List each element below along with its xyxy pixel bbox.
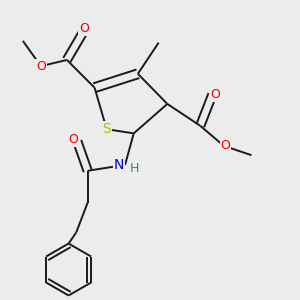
Text: H: H <box>130 162 140 175</box>
Text: O: O <box>36 60 46 73</box>
Text: O: O <box>68 133 78 146</box>
Text: O: O <box>220 139 230 152</box>
Text: O: O <box>210 88 220 101</box>
Text: O: O <box>79 22 89 35</box>
Text: N: N <box>114 158 124 172</box>
Text: S: S <box>102 122 111 136</box>
